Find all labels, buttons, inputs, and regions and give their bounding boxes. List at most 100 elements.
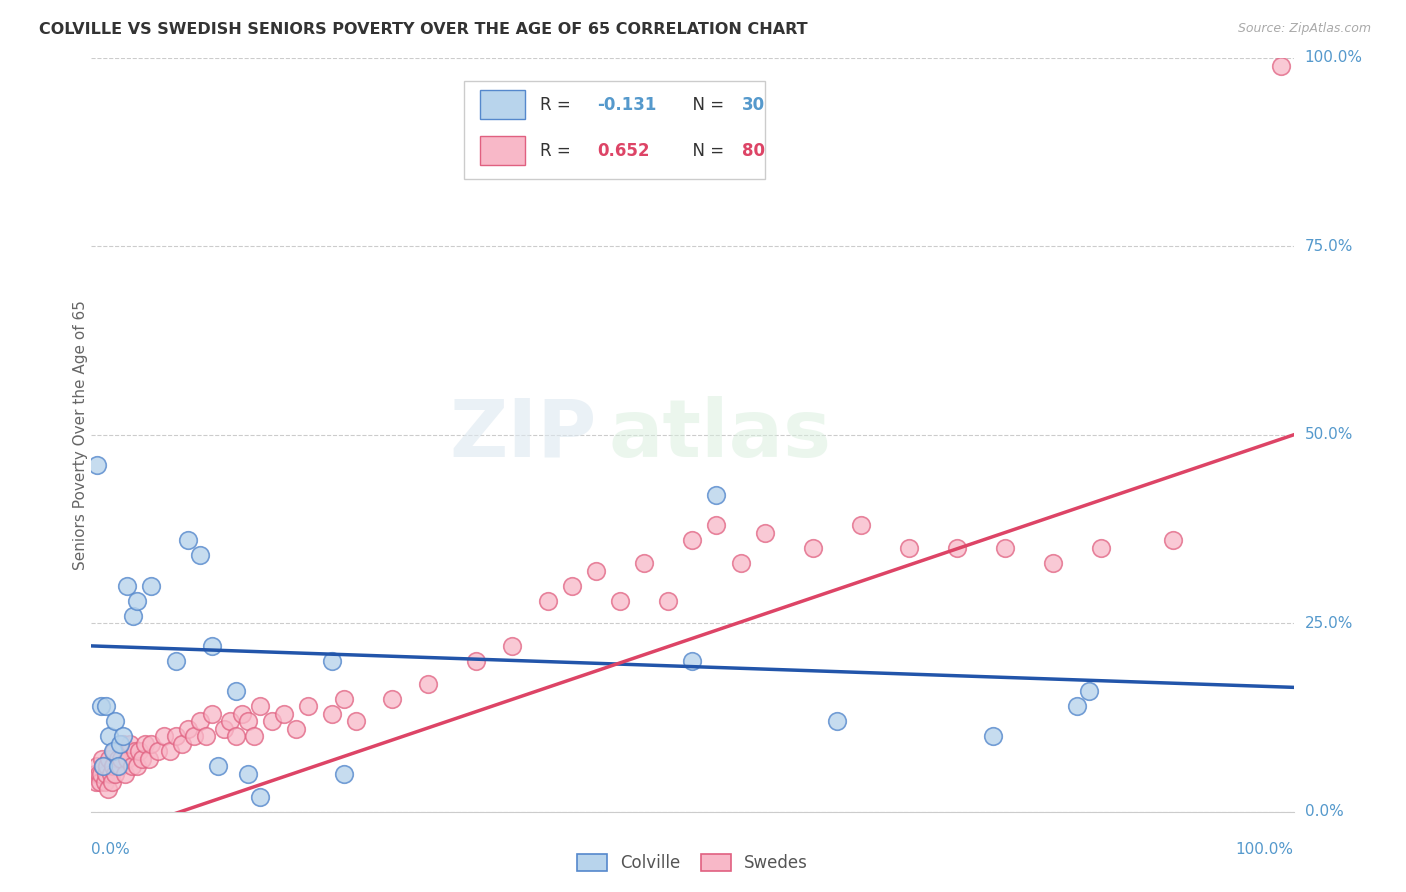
Point (501, 639, 523, 653)
Point (201, 706, 224, 721)
Point (117, 752, 139, 766)
Point (96, 759, 118, 773)
Point (321, 654, 343, 668)
FancyBboxPatch shape (479, 136, 526, 165)
Point (121, 759, 143, 773)
Point (152, 730, 174, 744)
Point (381, 691, 404, 706)
Point (212, 722, 235, 736)
Point (706, 488, 728, 502)
Point (561, 579, 583, 593)
Point (107, 752, 129, 766)
Point (609, 593, 631, 607)
Point (110, 737, 132, 751)
Point (170, 737, 193, 751)
Point (284, 722, 307, 736)
Point (141, 579, 163, 593)
Text: 80: 80 (742, 142, 765, 160)
Point (98, 730, 121, 744)
Point (225, 684, 247, 698)
Point (138, 752, 160, 766)
Point (416, 676, 439, 690)
Point (801, 541, 824, 555)
Text: R =: R = (540, 142, 576, 160)
Point (297, 699, 319, 714)
Point (84, 767, 107, 781)
Point (124, 744, 146, 758)
Point (1066, 699, 1088, 714)
Point (141, 737, 163, 751)
Text: atlas: atlas (609, 396, 831, 474)
Point (706, 518, 728, 533)
Text: ZIP: ZIP (449, 396, 596, 474)
Legend: Colville, Swedes: Colville, Swedes (571, 847, 814, 879)
Point (825, 714, 848, 729)
Point (93, 774, 115, 789)
Point (125, 593, 148, 607)
Point (1161, 533, 1184, 548)
Text: Source: ZipAtlas.com: Source: ZipAtlas.com (1237, 22, 1371, 36)
Point (201, 639, 224, 653)
Point (176, 533, 198, 548)
Point (176, 722, 198, 736)
Point (946, 541, 969, 555)
Text: 0.0%: 0.0% (1305, 805, 1343, 819)
FancyBboxPatch shape (479, 90, 526, 119)
Point (754, 525, 776, 540)
Point (100, 767, 122, 781)
Point (537, 593, 560, 607)
Point (249, 699, 271, 714)
Point (94, 699, 117, 714)
Point (104, 714, 127, 729)
Point (107, 759, 129, 773)
Point (101, 774, 124, 789)
Text: 30: 30 (742, 95, 765, 113)
Point (86, 458, 108, 472)
Point (657, 593, 679, 607)
Point (125, 759, 148, 773)
Point (183, 730, 205, 744)
Point (90, 699, 112, 714)
Point (93, 759, 115, 773)
Text: 75.0%: 75.0% (1305, 239, 1353, 254)
Point (333, 691, 356, 706)
Text: 25.0%: 25.0% (1305, 615, 1353, 631)
Text: COLVILLE VS SWEDISH SENIORS POVERTY OVER THE AGE OF 65 CORRELATION CHART: COLVILLE VS SWEDISH SENIORS POVERTY OVER… (39, 22, 808, 37)
Point (194, 730, 217, 744)
Point (1090, 541, 1112, 555)
Point (1042, 556, 1064, 570)
Point (236, 767, 259, 781)
Point (97, 782, 120, 797)
Point (344, 714, 367, 729)
Point (273, 706, 295, 721)
Text: N =: N = (682, 95, 728, 113)
Point (89, 774, 111, 789)
Point (188, 714, 211, 729)
Point (122, 608, 145, 623)
Point (118, 737, 141, 751)
Point (321, 706, 343, 721)
Point (994, 541, 1017, 555)
Point (218, 714, 240, 729)
Point (897, 541, 920, 555)
Point (188, 549, 211, 563)
Point (681, 533, 703, 548)
Point (633, 556, 655, 570)
Point (110, 759, 132, 773)
Point (146, 744, 169, 758)
Point (103, 744, 125, 758)
Point (101, 759, 124, 773)
Point (86, 759, 108, 773)
Point (90, 767, 112, 781)
Point (260, 714, 283, 729)
Point (981, 730, 1004, 744)
Point (249, 789, 271, 804)
Point (1078, 684, 1101, 698)
Point (159, 744, 181, 758)
Point (165, 654, 187, 668)
Point (111, 730, 134, 744)
Point (131, 752, 153, 766)
Point (231, 706, 253, 721)
Text: R =: R = (540, 95, 576, 113)
Point (730, 556, 752, 570)
